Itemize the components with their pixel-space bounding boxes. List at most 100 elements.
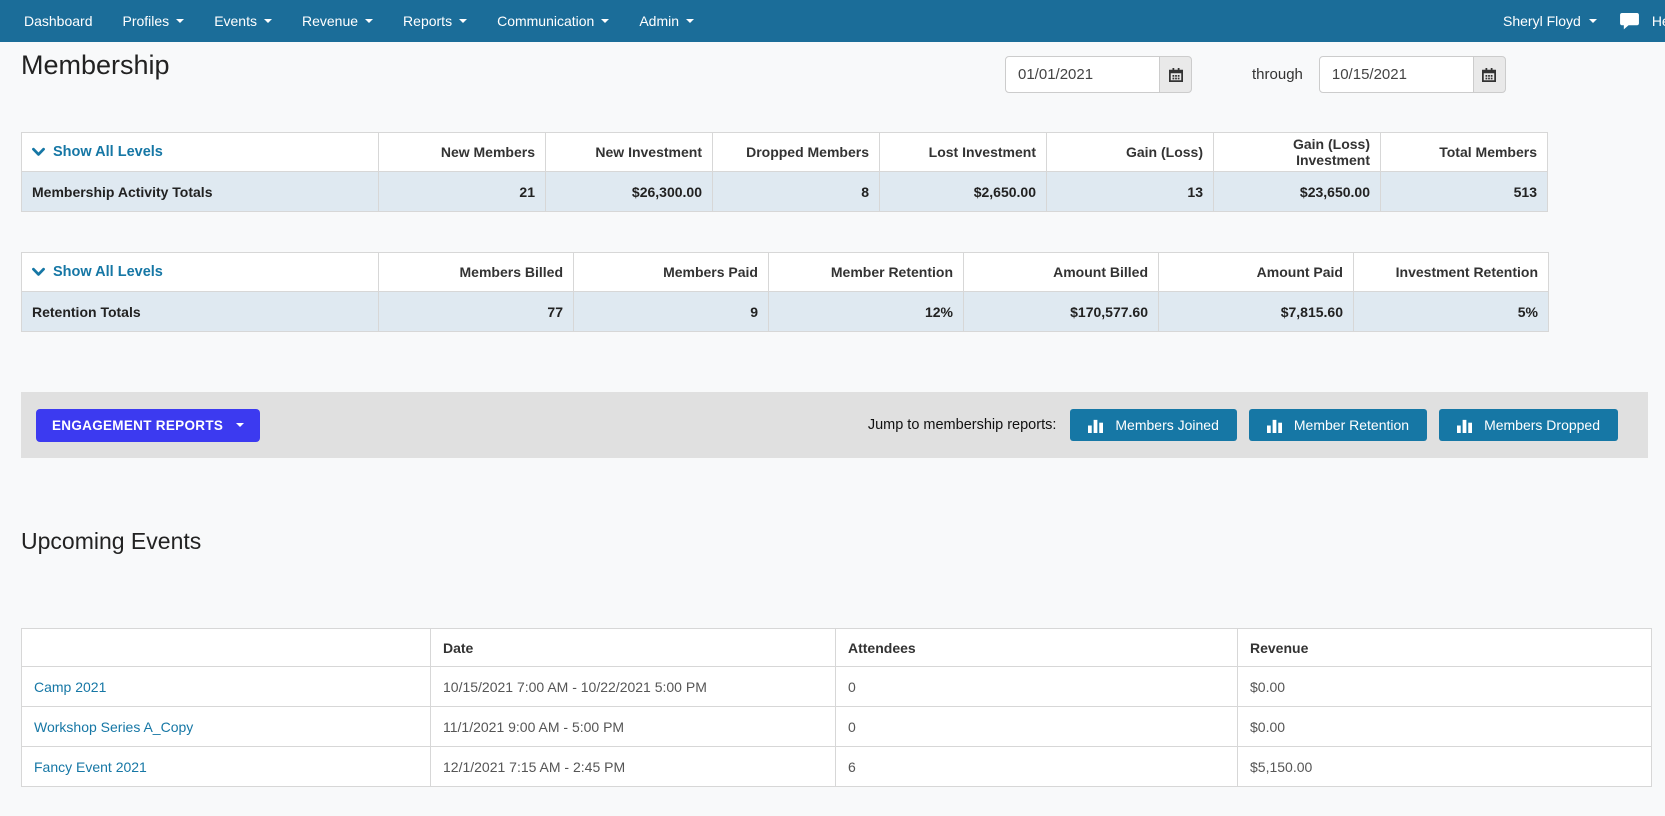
col-header-members-paid: Members Paid [573, 252, 769, 292]
event-link[interactable]: Camp 2021 [34, 678, 107, 695]
event-attendees-cell: 0 [835, 706, 1238, 747]
nav-item-admin[interactable]: Admin [624, 13, 709, 29]
col-header-date: Date [430, 628, 836, 667]
chevron-down-icon [32, 146, 45, 158]
amount-billed-total: $170,577.60 [963, 291, 1159, 332]
nav-item-label: Dashboard [24, 13, 93, 29]
caret-down-icon [365, 19, 374, 23]
member-retention-button[interactable]: Member Retention [1248, 409, 1428, 441]
activity-header-row: Show All Levels New Members New Investme… [21, 132, 1548, 172]
col-header-gain-loss: Gain (Loss) [1046, 132, 1214, 172]
retention-totals-row: Retention Totals 77 9 12% $170,577.60 $7… [21, 291, 1549, 332]
nav-item-label: Events [214, 13, 257, 29]
nav-item-help[interactable]: Help [1651, 13, 1665, 29]
new-members-total: 21 [378, 171, 546, 212]
navbar-menu: Dashboard Profiles Events Revenue Report… [24, 0, 709, 42]
col-header-revenue: Revenue [1237, 628, 1652, 667]
event-revenue-cell: $5,150.00 [1237, 746, 1652, 787]
retention-show-levels-cell: Show All Levels [21, 252, 379, 292]
end-date-input[interactable] [1318, 56, 1474, 93]
col-header-member-retention: Member Retention [768, 252, 964, 292]
bar-chart-icon [1266, 418, 1282, 433]
nav-item-label: Revenue [302, 13, 359, 29]
event-date-cell: 12/1/2021 7:15 AM - 2:45 PM [430, 746, 836, 787]
activity-show-levels-cell: Show All Levels [21, 132, 379, 172]
event-date-cell: 11/1/2021 9:00 AM - 5:00 PM [430, 706, 836, 747]
nav-item-label: Reports [403, 13, 453, 29]
through-label: through [1252, 66, 1303, 83]
event-row: Camp 2021 10/15/2021 7:00 AM - 10/22/202… [21, 666, 1652, 707]
bar-chart-icon [1457, 418, 1473, 433]
events-header-row: Date Attendees Revenue [21, 628, 1652, 667]
chat-button[interactable] [1619, 12, 1639, 30]
col-header-gain-loss-investment: Gain (Loss) Investment [1213, 132, 1381, 172]
members-paid-total: 9 [573, 291, 769, 332]
member-retention-label: Member Retention [1293, 417, 1410, 433]
show-all-levels-link[interactable]: Show All Levels [32, 264, 368, 280]
nav-item-label: Admin [639, 13, 680, 29]
nav-item-communication[interactable]: Communication [482, 13, 624, 29]
caret-down-icon [236, 423, 245, 427]
retention-table: Show All Levels Members Billed Members P… [21, 252, 1549, 332]
calendar-icon [1482, 67, 1497, 82]
nav-item-events[interactable]: Events [199, 13, 287, 29]
nav-item-label: Profiles [122, 13, 170, 29]
members-joined-button[interactable]: Members Joined [1070, 409, 1237, 441]
caret-down-icon [459, 19, 468, 23]
activity-totals-label: Membership Activity Totals [21, 171, 379, 212]
engagement-reports-button[interactable]: ENGAGEMENT REPORTS [36, 408, 261, 442]
members-dropped-button[interactable]: Members Dropped [1439, 409, 1618, 441]
new-investment-total: $26,300.00 [545, 171, 713, 212]
event-link[interactable]: Workshop Series A_Copy [34, 718, 194, 735]
event-revenue-cell: $0.00 [1237, 706, 1652, 747]
col-header-lost-investment: Lost Investment [879, 132, 1047, 172]
members-billed-total: 77 [378, 291, 574, 332]
engagement-reports-label: ENGAGEMENT REPORTS [52, 417, 224, 433]
user-name: Sheryl Floyd [1503, 13, 1581, 29]
col-header-new-members: New Members [378, 132, 546, 172]
caret-down-icon [1588, 19, 1597, 23]
show-all-levels-label: Show All Levels [53, 144, 163, 160]
col-header-investment-retention: Investment Retention [1353, 252, 1549, 292]
upcoming-events-table: Date Attendees Revenue Camp 2021 10/15/2… [21, 628, 1652, 787]
event-date-cell: 10/15/2021 7:00 AM - 10/22/2021 5:00 PM [430, 666, 836, 707]
start-date-input[interactable] [1005, 56, 1160, 93]
col-header-amount-paid: Amount Paid [1158, 252, 1354, 292]
retention-totals-label: Retention Totals [21, 291, 379, 332]
col-header-attendees: Attendees [835, 628, 1238, 667]
gain-loss-total: 13 [1046, 171, 1214, 212]
member-retention-total: 12% [768, 291, 964, 332]
show-all-levels-link[interactable]: Show All Levels [32, 144, 368, 160]
event-link[interactable]: Fancy Event 2021 [34, 758, 147, 775]
event-row: Workshop Series A_Copy 11/1/2021 9:00 AM… [21, 706, 1652, 747]
members-joined-label: Members Joined [1115, 417, 1219, 433]
event-revenue-cell: $0.00 [1237, 666, 1652, 707]
nav-item-revenue[interactable]: Revenue [287, 13, 388, 29]
investment-retention-total: 5% [1353, 291, 1549, 332]
nav-item-reports[interactable]: Reports [388, 13, 482, 29]
caret-down-icon [264, 19, 272, 23]
start-date-group [1005, 56, 1192, 93]
caret-down-icon [601, 19, 610, 23]
chevron-down-icon [32, 266, 45, 278]
event-attendees-cell: 0 [835, 666, 1238, 707]
nav-item-profiles[interactable]: Profiles [108, 13, 200, 29]
event-row: Fancy Event 2021 12/1/2021 7:15 AM - 2:4… [21, 746, 1652, 787]
page-title: Membership [21, 50, 170, 80]
start-date-calendar-button[interactable] [1159, 56, 1192, 93]
user-menu[interactable]: Sheryl Floyd [1503, 13, 1597, 29]
nav-item-label: Communication [497, 13, 595, 29]
reports-band: ENGAGEMENT REPORTS Jump to membership re… [21, 392, 1648, 458]
end-date-calendar-button[interactable] [1472, 56, 1506, 93]
top-navbar: Dashboard Profiles Events Revenue Report… [0, 0, 1665, 42]
event-name-cell: Camp 2021 [21, 666, 431, 707]
nav-item-dashboard[interactable]: Dashboard [24, 13, 108, 29]
retention-header-row: Show All Levels Members Billed Members P… [21, 252, 1549, 292]
navbar-right: Sheryl Floyd Help [1503, 0, 1665, 42]
members-dropped-label: Members Dropped [1484, 417, 1600, 433]
col-header-new-investment: New Investment [545, 132, 713, 172]
jump-to-reports-label: Jump to membership reports: [867, 417, 1057, 433]
lost-investment-total: $2,650.00 [879, 171, 1047, 212]
amount-paid-total: $7,815.60 [1158, 291, 1354, 332]
event-name-cell: Fancy Event 2021 [21, 746, 431, 787]
